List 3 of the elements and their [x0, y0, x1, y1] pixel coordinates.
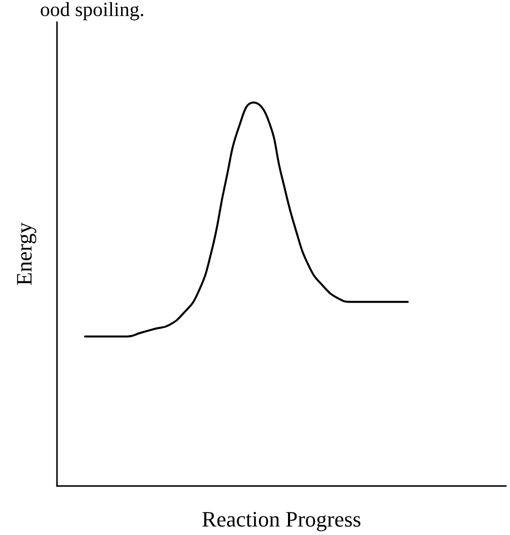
text: ood spoiling. — [40, 0, 144, 21]
y-axis-title: Energy — [12, 222, 36, 286]
x-axis-title: Reaction Progress — [202, 506, 362, 532]
